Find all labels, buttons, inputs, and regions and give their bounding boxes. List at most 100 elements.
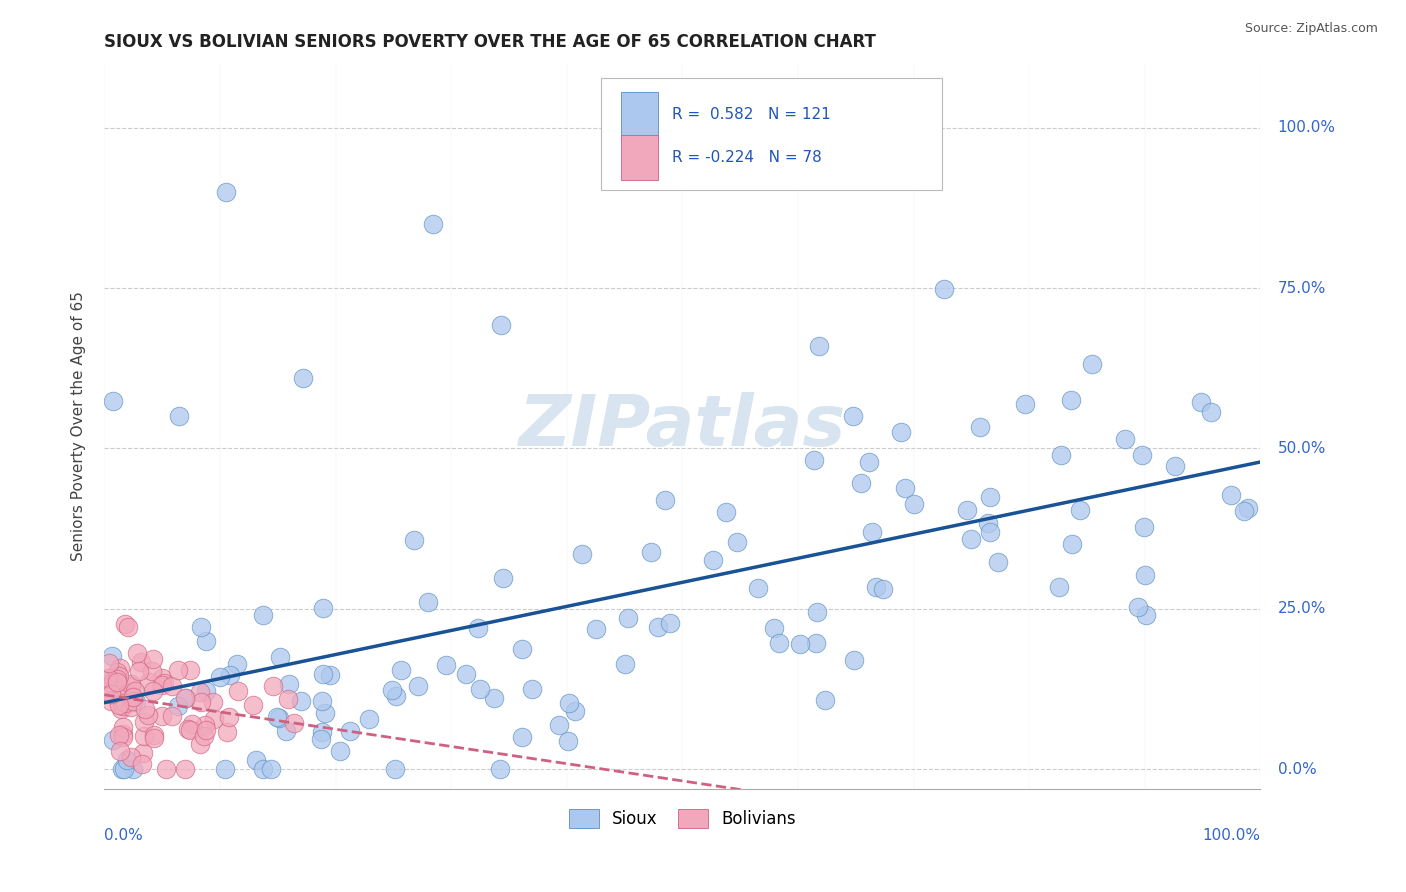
Point: [110, 702, 132, 716]
Point: [814, 693, 837, 707]
Point: [903, 497, 925, 511]
Point: [617, 611, 640, 625]
Point: [131, 656, 153, 670]
Point: [1047, 580, 1070, 594]
Point: [558, 696, 581, 710]
Point: [173, 762, 195, 776]
Point: [103, 673, 125, 687]
Point: [112, 699, 135, 714]
Point: [93, 685, 115, 699]
Point: [181, 716, 204, 731]
Point: [312, 667, 335, 681]
Point: [768, 636, 790, 650]
Point: [1128, 600, 1150, 615]
Point: [1114, 432, 1136, 446]
Point: [278, 677, 301, 691]
Point: [94, 674, 117, 689]
Point: [647, 620, 669, 634]
Point: [385, 689, 408, 703]
Text: 100.0%: 100.0%: [1278, 120, 1336, 136]
Point: [956, 502, 979, 516]
Point: [484, 691, 506, 706]
Text: 25.0%: 25.0%: [1278, 601, 1326, 616]
Point: [492, 571, 515, 585]
Point: [311, 725, 333, 739]
Point: [114, 696, 136, 710]
Point: [100, 677, 122, 691]
Point: [1060, 393, 1083, 408]
Point: [125, 646, 148, 660]
Point: [131, 757, 153, 772]
Text: ZIPatlas: ZIPatlas: [519, 392, 846, 460]
Text: 75.0%: 75.0%: [1278, 281, 1326, 295]
Point: [195, 634, 218, 648]
Point: [128, 664, 150, 678]
Point: [391, 663, 413, 677]
Point: [1069, 503, 1091, 517]
Point: [108, 680, 131, 694]
Point: [105, 674, 128, 689]
Point: [226, 684, 249, 698]
Point: [195, 723, 218, 738]
Point: [291, 370, 314, 384]
Point: [134, 702, 156, 716]
Point: [979, 490, 1001, 504]
Point: [190, 737, 212, 751]
Point: [121, 689, 143, 703]
Point: [143, 728, 166, 742]
Point: [865, 580, 887, 594]
Point: [1164, 459, 1187, 474]
Point: [894, 481, 917, 495]
Point: [290, 694, 312, 708]
Point: [1050, 448, 1073, 462]
Point: [101, 393, 124, 408]
Point: [522, 682, 544, 697]
Point: [218, 710, 240, 724]
Point: [872, 582, 894, 596]
Point: [934, 282, 956, 296]
Point: [111, 719, 134, 733]
Point: [218, 667, 240, 681]
Point: [613, 657, 636, 672]
Point: [167, 699, 190, 714]
Text: 50.0%: 50.0%: [1278, 441, 1326, 456]
Point: [640, 545, 662, 559]
Point: [120, 679, 142, 693]
Text: R =  0.582   N = 121: R = 0.582 N = 121: [672, 107, 831, 122]
Point: [1233, 504, 1256, 518]
Point: [585, 622, 607, 636]
Point: [121, 690, 143, 704]
Point: [851, 475, 873, 490]
Point: [806, 636, 828, 650]
Point: [242, 698, 264, 713]
Point: [202, 713, 225, 727]
Point: [252, 608, 274, 623]
Point: [190, 695, 212, 709]
Point: [110, 762, 132, 776]
Point: [803, 453, 825, 467]
Point: [97, 671, 120, 685]
Point: [1130, 448, 1153, 462]
Point: [384, 762, 406, 776]
Point: [969, 420, 991, 434]
Point: [266, 710, 288, 724]
Point: [188, 685, 211, 699]
Point: [1237, 500, 1260, 515]
Point: [225, 657, 247, 672]
Point: [131, 746, 153, 760]
Point: [434, 657, 457, 672]
Point: [467, 621, 489, 635]
Point: [112, 731, 135, 745]
Point: [977, 516, 1000, 530]
Point: [274, 724, 297, 739]
Point: [1135, 608, 1157, 623]
Point: [747, 581, 769, 595]
Point: [842, 409, 865, 423]
Point: [489, 762, 512, 776]
Point: [1060, 537, 1083, 551]
Point: [979, 524, 1001, 539]
Point: [120, 699, 142, 714]
Point: [190, 620, 212, 634]
Point: [269, 711, 291, 725]
Point: [114, 762, 136, 776]
